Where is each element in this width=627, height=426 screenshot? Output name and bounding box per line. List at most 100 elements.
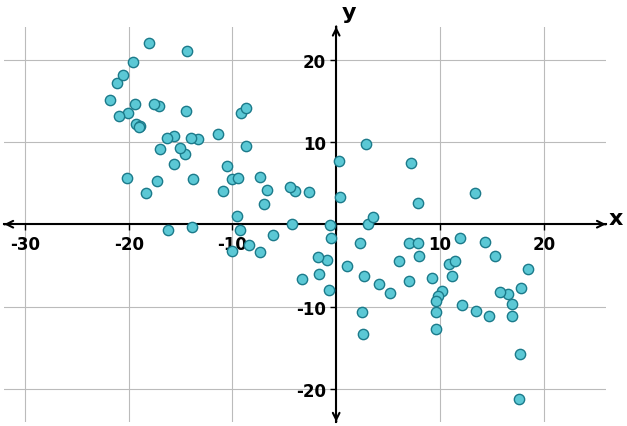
Point [325, 222, 335, 229]
Point [169, 133, 179, 140]
Point [472, 308, 482, 315]
Point [149, 101, 159, 108]
Point [112, 81, 122, 87]
Point [495, 289, 505, 296]
Point [182, 48, 192, 55]
Point [483, 312, 493, 319]
Point [444, 262, 454, 268]
Point [152, 178, 162, 185]
Point [357, 331, 367, 337]
Point [169, 161, 179, 168]
Point [117, 72, 127, 79]
Point [233, 213, 243, 220]
Point [144, 40, 154, 47]
Point [457, 302, 467, 309]
Point [404, 240, 414, 247]
Point [155, 146, 165, 153]
Point [368, 214, 378, 221]
Point [322, 257, 332, 264]
Point [313, 253, 323, 260]
Point [227, 176, 237, 183]
Point [135, 123, 145, 130]
Point [297, 276, 307, 283]
Point [188, 176, 198, 183]
Point [361, 141, 371, 148]
Point [314, 271, 324, 278]
Point [140, 190, 150, 197]
Point [515, 285, 525, 292]
Point [363, 221, 373, 227]
Point [181, 108, 191, 115]
Point [342, 263, 352, 270]
Text: y: y [341, 3, 356, 23]
Point [163, 227, 173, 234]
Point [105, 97, 115, 104]
Point [480, 239, 490, 245]
Point [470, 190, 480, 197]
Point [187, 224, 198, 230]
Point [193, 136, 203, 143]
Point [130, 121, 140, 128]
Point [385, 289, 395, 296]
Point [413, 200, 423, 207]
Point [113, 113, 124, 120]
Point [235, 227, 245, 234]
Point [268, 233, 278, 239]
Point [413, 240, 423, 247]
Point [130, 101, 140, 108]
Point [255, 174, 265, 181]
Point [326, 235, 336, 242]
Point [514, 395, 524, 402]
Point [406, 161, 416, 167]
Point [162, 135, 172, 142]
Point [503, 291, 513, 298]
Point [431, 308, 441, 315]
Point [355, 239, 365, 246]
Point [223, 163, 233, 170]
Point [134, 124, 144, 131]
Point [287, 221, 297, 228]
Point [335, 194, 345, 201]
Point [218, 188, 228, 195]
Point [241, 143, 251, 150]
Point [154, 104, 164, 110]
Point [213, 131, 223, 138]
Point [374, 280, 384, 287]
Point [515, 350, 525, 357]
Point [233, 176, 243, 182]
Point [259, 201, 269, 208]
Point [359, 273, 369, 280]
Point [123, 111, 133, 118]
Point [244, 242, 254, 249]
Point [241, 106, 251, 112]
Point [507, 301, 517, 308]
Point [404, 278, 414, 285]
Point [122, 176, 132, 182]
Point [186, 135, 196, 142]
Point [180, 151, 190, 158]
Point [450, 258, 460, 265]
Point [433, 294, 443, 300]
Point [334, 158, 344, 165]
Point [255, 249, 265, 256]
Point [227, 248, 237, 255]
Point [431, 298, 441, 305]
Point [507, 313, 517, 320]
Point [236, 110, 246, 117]
Point [304, 189, 314, 196]
Point [357, 309, 367, 316]
Point [490, 253, 500, 260]
Point [290, 189, 300, 196]
Point [426, 275, 436, 282]
Point [128, 60, 138, 66]
Point [285, 184, 295, 191]
Text: x: x [609, 208, 623, 228]
Point [447, 273, 457, 280]
Point [437, 288, 447, 295]
Point [394, 258, 404, 265]
Point [176, 145, 186, 152]
Point [414, 253, 424, 260]
Point [262, 187, 272, 194]
Point [431, 326, 441, 333]
Point [523, 266, 533, 273]
